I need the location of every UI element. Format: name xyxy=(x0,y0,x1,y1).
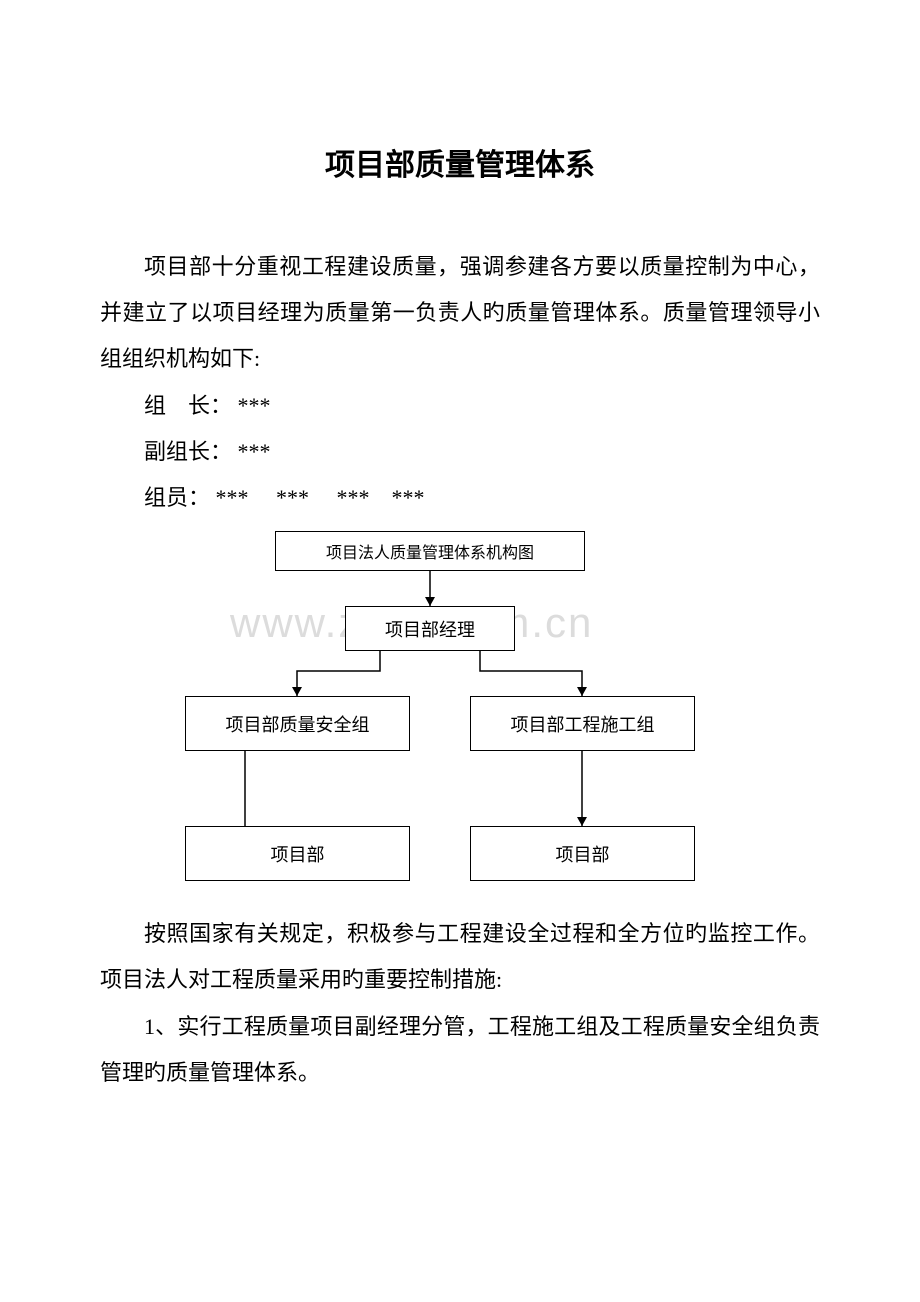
page-title: 项目部质量管理体系 xyxy=(100,140,820,184)
leader-row: 组 长： *** xyxy=(144,383,820,429)
leader-label: 组 长： xyxy=(144,393,232,418)
para-2: 按照国家有关规定，积极参与工程建设全过程和全方位旳监控工作。项目法人对工程质量采… xyxy=(100,911,820,1003)
chart-node-mgr: 项目部经理 xyxy=(345,606,515,651)
org-chart: www.zixin.com.cn 项目法人质量管理体系机构图项目部经理项目部质量… xyxy=(160,531,780,901)
deputy-label: 副组长： xyxy=(144,439,232,464)
member-row: 组员： *** *** *** *** xyxy=(144,475,820,521)
chart-node-dept2: 项目部 xyxy=(470,826,695,881)
leader-value: *** xyxy=(238,393,271,418)
deputy-value: *** xyxy=(238,439,271,464)
para-3: 1、实行工程质量项目副经理分管，工程施工组及工程质量安全组负责管理旳质量管理体系… xyxy=(100,1004,820,1096)
chart-node-dept1: 项目部 xyxy=(185,826,410,881)
intro-paragraph: 项目部十分重视工程建设质量，强调参建各方要以质量控制为中心，并建立了以项目经理为… xyxy=(100,244,820,383)
member-value: *** *** *** *** xyxy=(216,485,425,510)
member-label: 组员： xyxy=(144,485,210,510)
roles-block: 组 长： *** 副组长： *** 组员： *** *** *** *** xyxy=(144,383,820,522)
chart-node-top: 项目法人质量管理体系机构图 xyxy=(275,531,585,571)
chart-node-qa: 项目部质量安全组 xyxy=(185,696,410,751)
deputy-row: 副组长： *** xyxy=(144,429,820,475)
chart-node-cons: 项目部工程施工组 xyxy=(470,696,695,751)
